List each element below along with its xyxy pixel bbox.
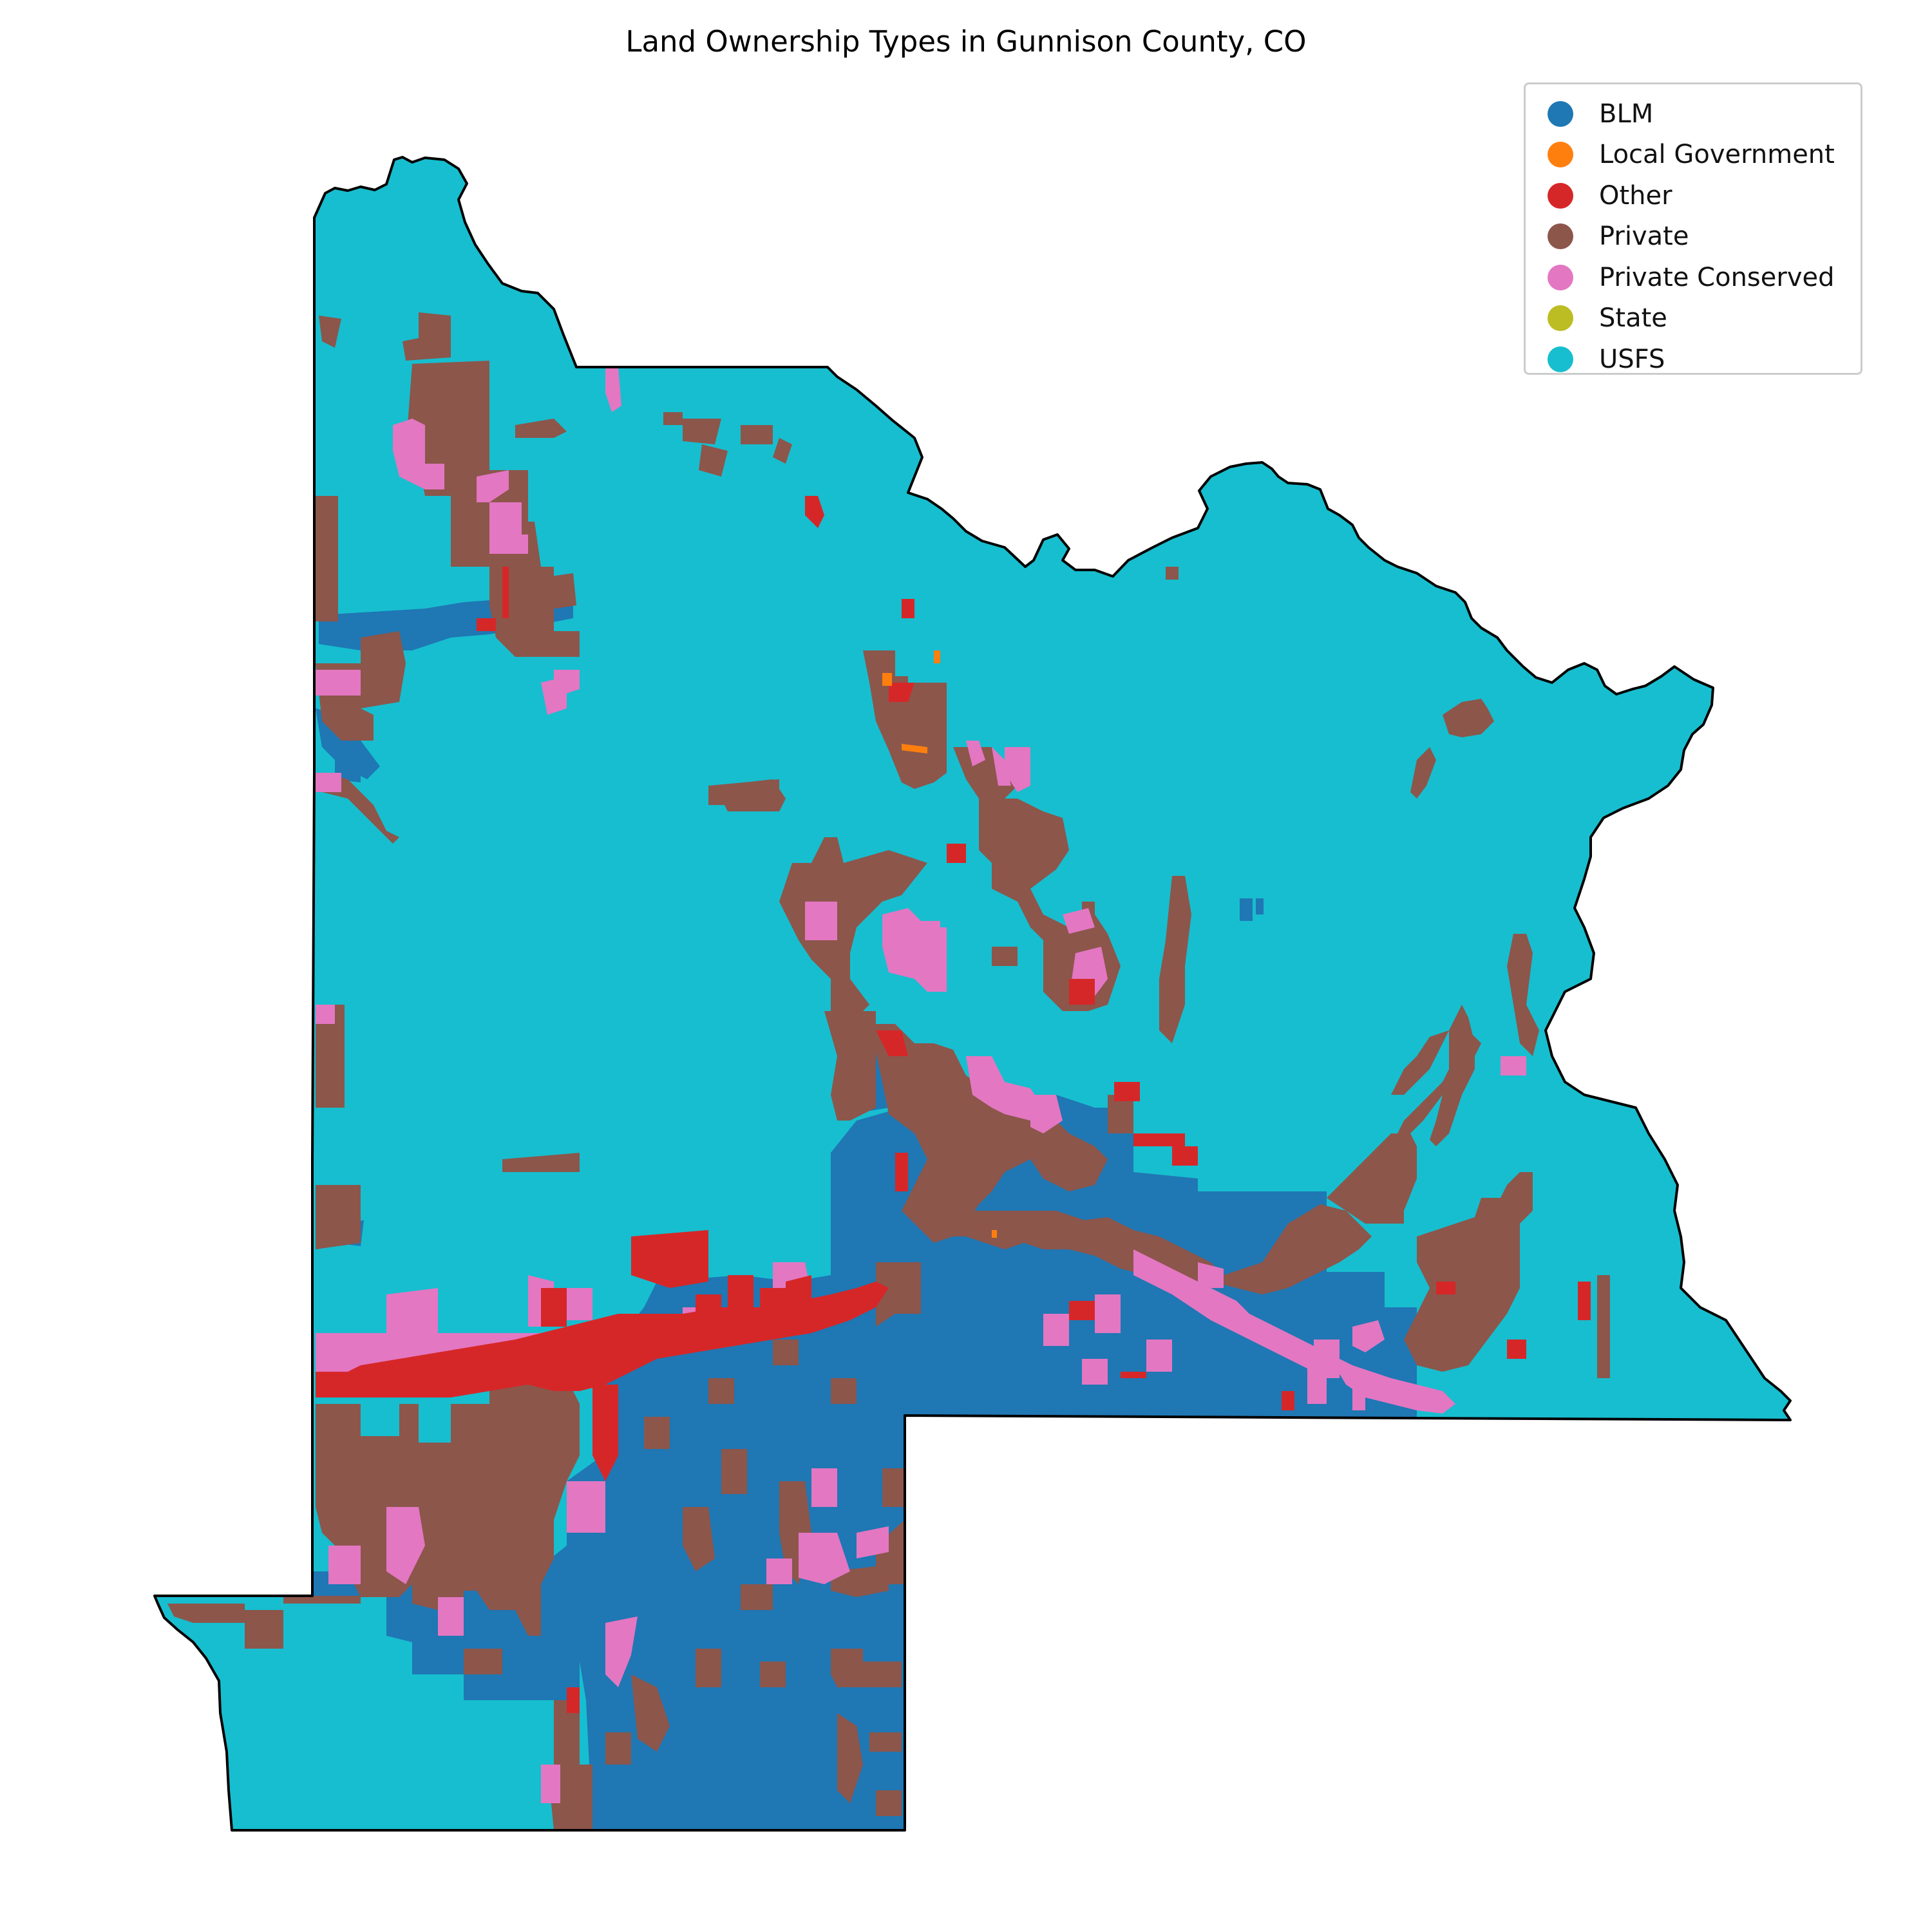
legend-label: BLM — [1599, 99, 1654, 129]
legend-item-other: Other — [1548, 175, 1861, 216]
legend-swatch — [1548, 182, 1573, 209]
legend-label: Private — [1599, 222, 1689, 252]
legend-item-private: Private — [1548, 216, 1861, 258]
legend-swatch — [1548, 223, 1573, 250]
local-government-areas — [882, 650, 997, 1238]
map-legend: BLM Local Government Other Private Private C… — [1524, 82, 1862, 375]
other-areas — [316, 496, 1591, 1713]
legend-item-private-conserved: Private Conserved — [1548, 257, 1861, 298]
map-title: Land Ownership Types in Gunnison County,… — [625, 24, 1307, 59]
legend-label: Other — [1599, 180, 1672, 211]
legend-swatch — [1548, 100, 1573, 127]
county-boundary — [153, 156, 1792, 1832]
legend-swatch — [1548, 346, 1573, 372]
private-areas — [167, 312, 1610, 1830]
legend-label: USFS — [1599, 344, 1665, 374]
legend-swatch — [1548, 305, 1573, 332]
legend-label: State — [1599, 303, 1667, 334]
legend-swatch — [1548, 142, 1573, 168]
legend-item-blm: BLM — [1548, 93, 1861, 135]
legend-item-usfs: USFS — [1548, 339, 1861, 380]
legend-swatch — [1548, 264, 1573, 290]
legend-label: Private Conserved — [1599, 262, 1835, 292]
legend-label: Local Government — [1599, 140, 1835, 170]
legend-item-local-government: Local Government — [1548, 135, 1861, 176]
legend-item-state: State — [1548, 298, 1861, 339]
